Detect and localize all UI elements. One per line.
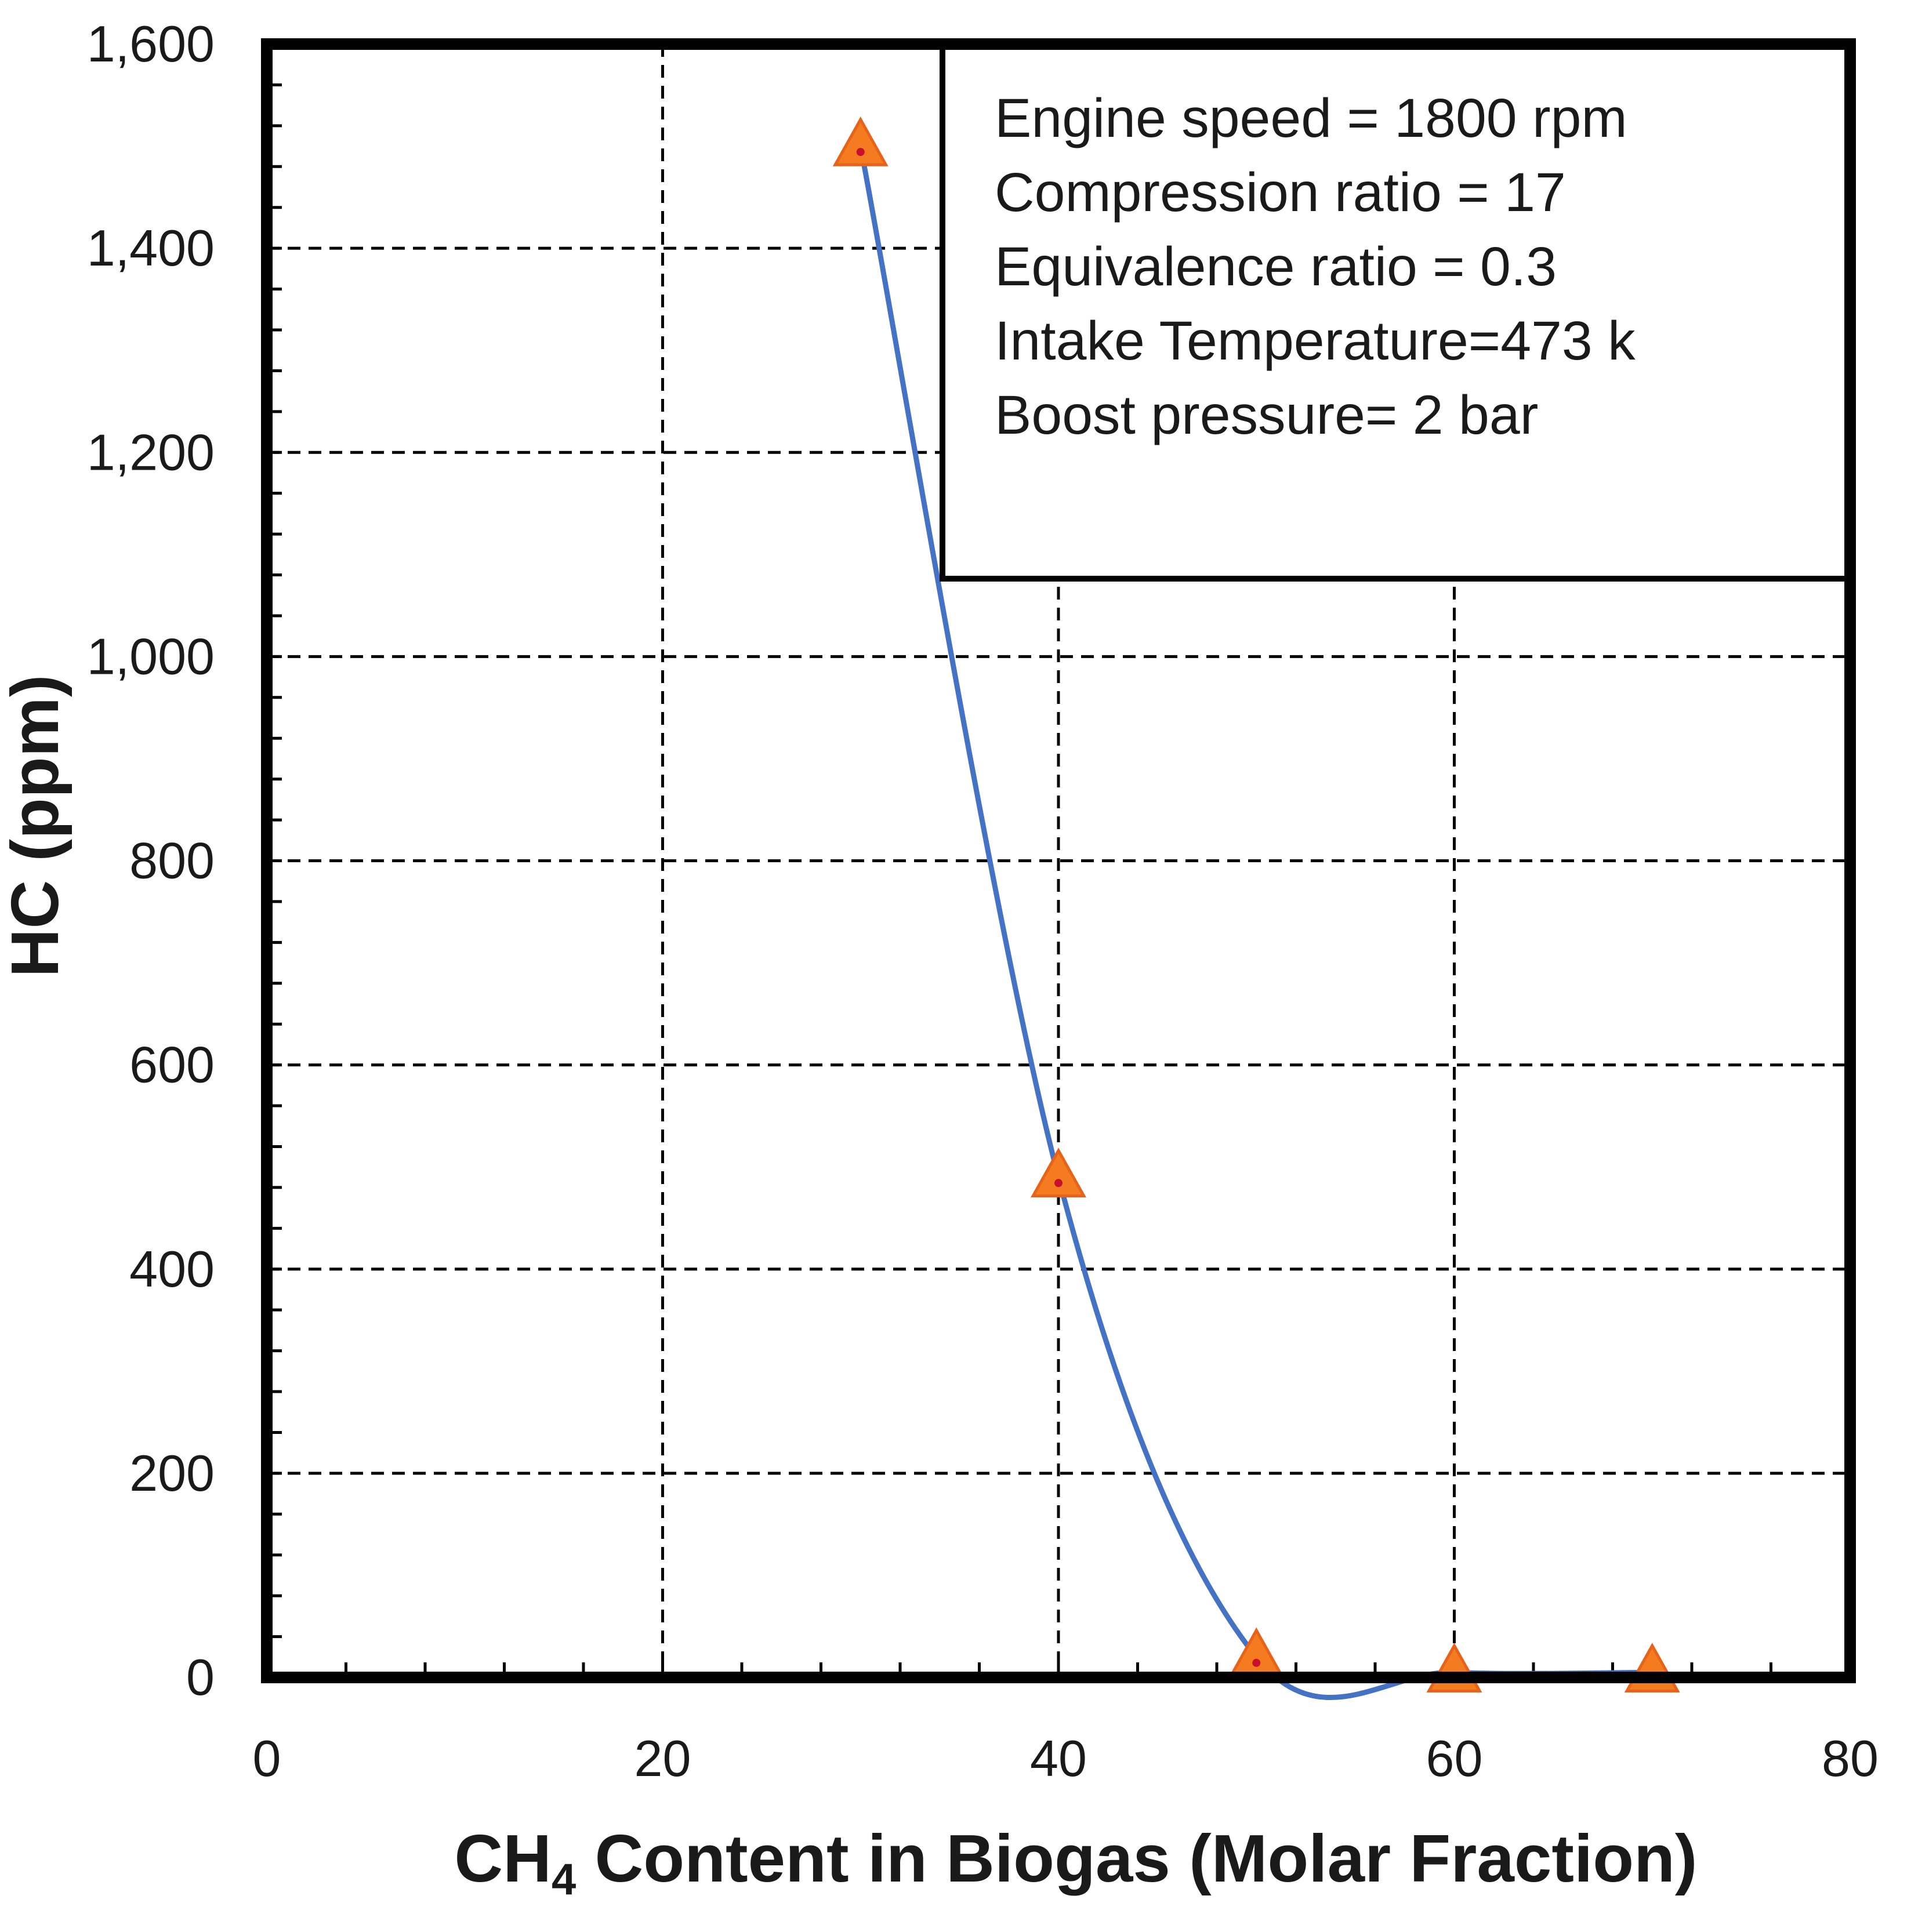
annotation-line: Engine speed = 1800 rpm <box>995 88 1627 149</box>
y-tick-label: 0 <box>186 1648 215 1706</box>
y-tick-label: 200 <box>129 1444 215 1502</box>
annotation-line: Equivalence ratio = 0.3 <box>995 236 1557 297</box>
annotation-line: Boost pressure= 2 bar <box>995 384 1538 446</box>
data-point-marker <box>1426 1643 1482 1693</box>
x-tick-label: 0 <box>253 1730 281 1787</box>
annotation-box-border <box>940 41 1853 582</box>
y-tick-label: 1,400 <box>87 219 215 277</box>
x-tick-label: 80 <box>1822 1730 1879 1787</box>
x-axis-title: CH4 Content in Biogas (Molar Fraction) <box>454 1821 1697 1904</box>
data-point-center <box>856 148 865 157</box>
data-point-center <box>1252 1658 1261 1667</box>
x-axis-title-subscript: 4 <box>552 1855 576 1904</box>
annotation-line: Compression ratio = 17 <box>995 162 1566 223</box>
data-point-center <box>1054 1179 1063 1187</box>
data-point-marker <box>1031 1147 1086 1197</box>
y-tick-label: 600 <box>129 1036 215 1094</box>
y-tick-label: 1,600 <box>87 15 215 72</box>
y-tick-label: 1,200 <box>87 423 215 481</box>
y-axis-title: HC (ppm) <box>0 675 72 978</box>
data-point-marker <box>1624 1643 1680 1693</box>
y-tick-label: 400 <box>129 1240 215 1298</box>
data-point-marker <box>832 116 889 166</box>
axis-titles: CH4 Content in Biogas (Molar Fraction) H… <box>0 675 1698 1904</box>
annotation-line: Intake Temperature=473 k <box>995 310 1636 372</box>
x-tick-label: 60 <box>1426 1730 1483 1787</box>
plot-frame <box>261 38 1856 1683</box>
y-tick-labels: 0 200 400 600 800 1,000 1,200 1,400 1,600 <box>87 15 215 1706</box>
x-tick-label: 20 <box>634 1730 691 1787</box>
x-tick-label: 40 <box>1030 1730 1087 1787</box>
x-tick-labels: 0 20 40 60 80 <box>253 1730 1879 1787</box>
annotation-box: Engine speed = 1800 rpm Compression ratio… <box>940 41 1853 582</box>
x-axis-title-suffix: Content in Biogas (Molar Fraction) <box>576 1821 1697 1896</box>
x-axis-title-prefix: CH <box>454 1821 552 1896</box>
y-tick-label: 1,000 <box>87 627 215 685</box>
y-tick-label: 800 <box>129 832 215 889</box>
